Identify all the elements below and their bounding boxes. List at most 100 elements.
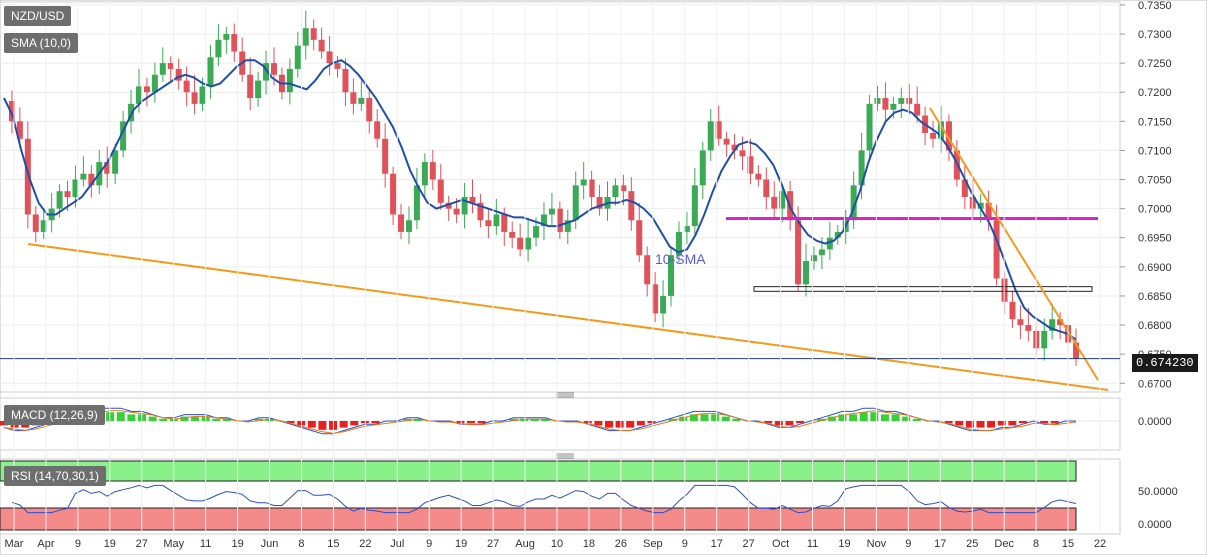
- sma-indicator-label: SMA (10,0): [4, 33, 79, 53]
- candle-body: [715, 121, 722, 139]
- candle-body: [556, 208, 563, 232]
- price-tick-label: 0.7350: [1138, 0, 1172, 12]
- candle-body: [183, 80, 190, 93]
- time-tick-label: Jul: [390, 538, 404, 550]
- macd-histogram-bar: [212, 418, 221, 421]
- candle-body: [215, 39, 222, 58]
- macd-histogram-bar: [191, 416, 200, 421]
- candle-body: [874, 98, 881, 104]
- rsi-tick-label: 0.0000: [1138, 519, 1172, 531]
- macd-histogram-bar: [689, 414, 698, 421]
- candle-body: [485, 220, 492, 227]
- macd-histogram-bar: [912, 418, 921, 421]
- macd-histogram-bar: [965, 421, 974, 428]
- macd-histogram-bar: [902, 416, 911, 421]
- candle-body: [294, 45, 301, 69]
- time-tick-label: Nov: [867, 538, 887, 550]
- candle-body: [858, 150, 865, 186]
- macd-histogram-bar: [732, 418, 741, 421]
- price-tick-label: 0.6900: [1138, 262, 1172, 274]
- candle-body: [112, 150, 119, 174]
- time-tick-label: 9: [75, 538, 81, 550]
- time-tick-label: 9: [905, 538, 911, 550]
- candle-body: [914, 103, 921, 116]
- candle-body: [398, 214, 405, 232]
- candle-body: [104, 162, 111, 174]
- price-tick-label: 0.6700: [1138, 378, 1172, 390]
- candle-body: [374, 121, 381, 139]
- candle-body: [628, 191, 635, 221]
- price-tick-label: 0.6950: [1138, 233, 1172, 245]
- time-tick-label: 27: [136, 538, 148, 550]
- candle-body: [691, 185, 698, 227]
- macd-histogram-bar: [1050, 421, 1059, 424]
- candle-body: [493, 214, 500, 227]
- macd-histogram-bar: [955, 421, 964, 426]
- candle-body: [413, 185, 420, 221]
- time-tick-label: 8: [298, 538, 304, 550]
- price-tick-label: 0.6850: [1138, 291, 1172, 303]
- macd-histogram-bar: [711, 414, 720, 421]
- macd-histogram-bar: [636, 421, 645, 426]
- macd-histogram-bar: [976, 421, 985, 428]
- candle-body: [1073, 342, 1079, 359]
- candle-body: [890, 103, 897, 110]
- macd-histogram-bar: [626, 421, 635, 428]
- time-tick-label: 9: [426, 538, 432, 550]
- time-tick-label: 19: [104, 538, 116, 550]
- macd-histogram-bar: [371, 421, 380, 424]
- price-pane-frame: [0, 1, 1121, 393]
- candle-body: [572, 185, 579, 221]
- price-tick-label: 0.7200: [1138, 87, 1172, 99]
- candle-body: [826, 237, 833, 250]
- macd-histogram-bar: [159, 418, 168, 421]
- candle-body: [1049, 319, 1056, 331]
- candle-body: [818, 249, 825, 256]
- candle-body: [906, 98, 913, 104]
- candle-body: [437, 179, 444, 203]
- candle-body: [350, 92, 357, 104]
- candle-body: [763, 179, 770, 197]
- price-tick-label: 0.7000: [1138, 204, 1172, 216]
- macd-histogram-bar: [764, 421, 773, 424]
- candle-body: [675, 231, 682, 256]
- candle-body: [318, 39, 325, 52]
- macd-histogram-bar: [859, 412, 868, 421]
- macd-histogram-bar: [127, 414, 136, 421]
- time-tick-label: 15: [1062, 538, 1074, 550]
- candle-body: [945, 121, 952, 151]
- candle-body: [302, 28, 309, 46]
- candle-body: [564, 220, 571, 232]
- price-tick-label: 0.7150: [1138, 116, 1172, 128]
- candle-body: [509, 231, 516, 238]
- macd-histogram-bar: [615, 421, 624, 428]
- candle-body: [795, 220, 802, 285]
- macd-histogram-bar: [1008, 421, 1017, 426]
- time-tick-label: Sep: [643, 538, 663, 550]
- candle-body: [80, 173, 87, 180]
- candle-body: [588, 179, 595, 197]
- sma-line: [3, 59, 1077, 341]
- candle-body: [771, 197, 778, 209]
- candle-body: [930, 132, 937, 139]
- macd-histogram-bar: [817, 418, 826, 421]
- candle-body: [64, 191, 71, 197]
- time-tick-label: Oct: [772, 538, 789, 550]
- candle-body: [866, 103, 873, 151]
- candle-body: [525, 237, 532, 250]
- macd-histogram-bar: [318, 421, 327, 430]
- rsi-overbought-zone: [0, 460, 1077, 482]
- macd-histogram-bar: [785, 421, 794, 426]
- candle-body: [56, 191, 63, 209]
- candle-body: [199, 86, 206, 104]
- time-tick-label: 19: [231, 538, 243, 550]
- candle-body: [310, 28, 317, 40]
- price-tick-label: 0.7250: [1138, 58, 1172, 70]
- resistance-trendline: [929, 107, 1099, 381]
- candle-body: [469, 197, 476, 203]
- candle-body: [961, 179, 968, 197]
- candle-body: [32, 214, 39, 232]
- candle-body: [247, 74, 254, 99]
- candle-body: [620, 185, 627, 192]
- sma-annotation: 10-SMA: [655, 251, 706, 267]
